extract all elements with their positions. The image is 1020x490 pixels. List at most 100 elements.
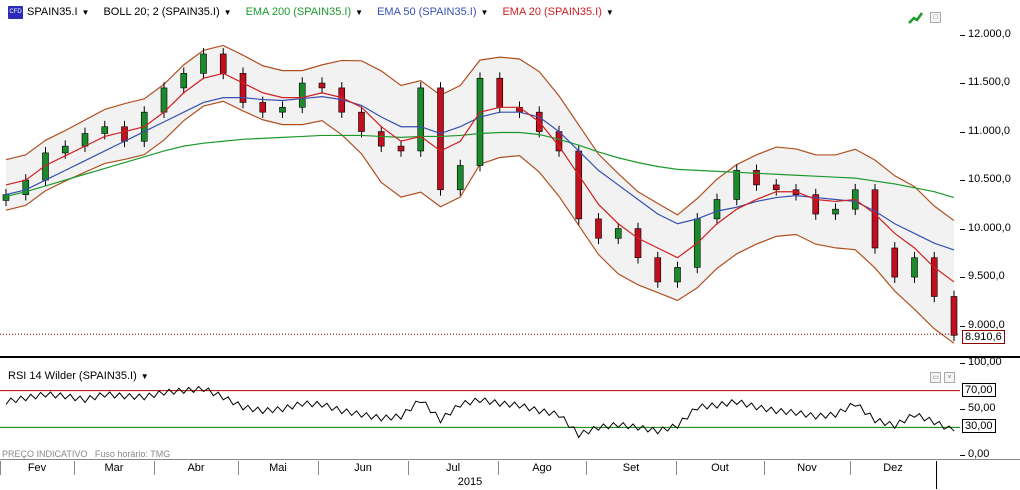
footer-note: PREÇO INDICATIVO Fuso horário: TMG (2, 449, 170, 459)
rsi-close-button[interactable]: × (944, 372, 955, 383)
candle-body (891, 247, 899, 278)
candle-body (555, 131, 563, 152)
ema200-label: EMA 200 (SPAIN35.I) (245, 6, 352, 18)
month-label: Ago (532, 462, 552, 474)
timezone-label: Fuso horário: TMG (94, 449, 171, 459)
month-label: Set (622, 462, 640, 474)
rsi-chart-svg[interactable] (0, 361, 960, 459)
rsi-line (5, 385, 955, 439)
legend-ema200[interactable]: EMA 200 (SPAIN35.I) ▼ (246, 6, 364, 18)
rsi-tick (960, 363, 965, 364)
candle-body (121, 126, 128, 142)
ema20-line (5, 72, 955, 283)
price-tick (960, 325, 965, 327)
ema50-line (5, 96, 955, 251)
candle-body (496, 77, 504, 108)
candle-body (279, 107, 286, 113)
trend-up-icon[interactable] (908, 11, 924, 25)
price-tick (960, 277, 965, 279)
pane-maximize-button[interactable]: □ (930, 12, 941, 23)
pane-separator[interactable] (0, 356, 1020, 358)
chevron-down-icon[interactable]: ▼ (140, 371, 149, 381)
candle-body (358, 111, 365, 132)
month-divider (0, 461, 1, 475)
candle-body (595, 218, 602, 239)
cfd-icon: CFD (8, 5, 23, 19)
price-tick-label: 11.000,0 (968, 124, 1011, 137)
price-tick (960, 180, 965, 182)
price-tick-label: 9.500,0 (968, 270, 1005, 283)
candle-body (753, 170, 760, 186)
month-label: Jul (445, 462, 461, 474)
candle-body (575, 150, 583, 220)
month-divider (238, 461, 239, 475)
price-tick (960, 34, 965, 36)
candle-body (950, 296, 958, 336)
month-label: Abr (187, 462, 205, 474)
candle-body (101, 126, 109, 134)
price-tick-label: 9.000,0 (968, 318, 1005, 331)
candle-body (476, 77, 484, 166)
rsi-legend[interactable]: RSI 14 Wilder (SPAIN35.I) ▼ (8, 370, 149, 382)
candle-body (654, 257, 662, 283)
candle-body (200, 53, 207, 74)
price-tick (960, 228, 965, 230)
price-tick (960, 83, 965, 85)
time-axis[interactable]: 2015 Fev Mar Abr Mai Jun Jul Ago Set Out Nov Dez (0, 461, 960, 490)
legend-boll[interactable]: BOLL 20; 2 (SPAIN35.I) ▼ (103, 6, 231, 18)
price-axis[interactable]: 12.000,0 11.500,0 11.000,0 10.500,0 10.000,0… (960, 0, 1020, 355)
month-label: Mar (104, 462, 124, 474)
price-chart-svg[interactable] (0, 0, 960, 355)
chevron-down-icon[interactable]: ▼ (223, 7, 232, 17)
rsi-tick (960, 455, 965, 456)
month-label: Out (711, 462, 729, 474)
chevron-down-icon[interactable]: ▼ (605, 7, 614, 17)
month-divider (408, 461, 409, 475)
rsi-label: RSI 14 Wilder (SPAIN35.I) (8, 370, 137, 382)
indicator-legend: CFD SPAIN35.I ▼ BOLL 20; 2 (SPAIN35.I) ▼… (0, 4, 614, 20)
candle-body (160, 87, 168, 113)
candle-body (812, 194, 820, 215)
rsi-restore-button[interactable]: ▭ (930, 372, 941, 383)
rsi-tick-label: 0,00 (968, 448, 990, 460)
symbol-label: SPAIN35.I (27, 6, 78, 18)
candle-body (397, 145, 405, 152)
candle-body (772, 184, 780, 191)
rsi-level-label: 30,00 (962, 419, 996, 434)
candle-body (911, 257, 918, 278)
month-label: Mai (269, 462, 287, 474)
price-chart-pane[interactable]: CFD SPAIN35.I ▼ BOLL 20; 2 (SPAIN35.I) ▼… (0, 0, 960, 355)
legend-ema50[interactable]: EMA 50 (SPAIN35.I) ▼ (377, 6, 488, 18)
candle-body (239, 73, 247, 103)
month-label: Nov (797, 462, 817, 474)
month-divider (498, 461, 499, 475)
candle-body (713, 199, 721, 220)
candle-body (832, 208, 839, 215)
candle-body (61, 145, 69, 154)
month-divider (586, 461, 587, 475)
chevron-down-icon[interactable]: ▼ (480, 7, 489, 17)
symbol-selector[interactable]: CFD SPAIN35.I ▼ (0, 5, 90, 19)
candle-body (417, 87, 425, 152)
rsi-pane[interactable]: RSI 14 Wilder (SPAIN35.I) ▼ ▭ × PREÇO IN… (0, 361, 960, 459)
last-price-label: 8.910,6 (962, 330, 1005, 344)
chevron-down-icon[interactable]: ▼ (355, 7, 364, 17)
rsi-axis[interactable]: 100,00 50,00 0,00 70,00 30,00 (960, 356, 1020, 460)
rsi-tick-label: 100,00 (968, 356, 1002, 368)
time-axis-separator (0, 459, 1020, 460)
legend-ema20[interactable]: EMA 20 (SPAIN35.I) ▼ (502, 6, 613, 18)
chevron-down-icon[interactable]: ▼ (81, 7, 90, 17)
month-divider (154, 461, 155, 475)
year-label: 2015 (457, 476, 483, 488)
rsi-tick-label: 50,00 (968, 402, 996, 414)
month-label: Jun (354, 462, 372, 474)
candle-body (298, 82, 306, 108)
candle-body (180, 73, 188, 89)
candle-body (733, 170, 741, 200)
rsi-level-label: 70,00 (962, 382, 996, 397)
month-divider (850, 461, 851, 475)
ema200-line (5, 131, 955, 199)
ema50-label: EMA 50 (SPAIN35.I) (377, 6, 477, 18)
month-divider (676, 461, 677, 475)
candle-body (674, 267, 681, 283)
